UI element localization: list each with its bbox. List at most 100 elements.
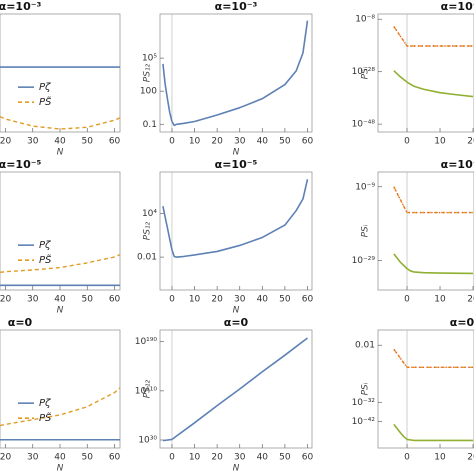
panel-title: α=0 [224, 316, 249, 329]
plot-frame [377, 171, 474, 291]
plot-area [162, 179, 309, 258]
plot-area [162, 337, 308, 442]
x-tick-label: 20 [211, 453, 223, 463]
x-tick-label: 50 [82, 295, 94, 305]
series-line [0, 116, 120, 130]
x-tick-label: 30 [234, 137, 246, 147]
x-tick-label: 20 [0, 453, 11, 463]
y-axis-label: PS₁₂ [143, 379, 153, 398]
x-tick-label: 20 [211, 137, 223, 147]
x-tick-label: 10 [434, 453, 446, 463]
legend-label: PS̃ [39, 253, 52, 266]
x-tick-label: 10 [189, 453, 201, 463]
x-tick-label: 60 [302, 453, 314, 463]
x-axis-label: N [57, 148, 64, 158]
x-tick-label: 40 [257, 137, 269, 147]
y-tick-label: 10¹⁹⁰ [135, 337, 158, 347]
series-line [393, 70, 474, 98]
series-line [393, 26, 474, 47]
x-axis-label: N [233, 464, 240, 474]
plot-area [0, 253, 120, 287]
x-tick-label: 20 [467, 295, 474, 305]
y-tick-label: 10⁻⁸ [355, 15, 375, 25]
x-tick-label: 30 [27, 295, 39, 305]
x-tick-label: 60 [109, 137, 121, 147]
x-tick-label: 40 [54, 137, 66, 147]
x-axis-label: N [57, 464, 64, 474]
series-line [393, 423, 474, 442]
y-tick-label: 10⁻²⁹ [352, 256, 376, 266]
x-axis-label: N [233, 148, 240, 158]
plot-area [0, 66, 120, 130]
series-line [393, 186, 474, 214]
y-tick-label: 10⁴ [142, 209, 157, 219]
plot-frame [159, 171, 313, 291]
x-tick-label: 30 [234, 295, 246, 305]
y-axis-label: PSᵢ [361, 382, 371, 395]
y-tick-label: 10⁻³² [352, 398, 376, 408]
x-tick-label: 20 [467, 453, 474, 463]
x-tick-label: 0 [404, 137, 410, 147]
x-tick-label: 30 [234, 453, 246, 463]
panel-title: α=10⁻³ [0, 0, 42, 13]
y-tick-label: 0.1 [143, 120, 157, 130]
series-line [162, 337, 308, 442]
series-line [393, 348, 474, 369]
x-tick-label: 50 [279, 295, 291, 305]
x-tick-label: 20 [0, 137, 11, 147]
x-tick-label: 0 [404, 295, 410, 305]
plot-frame [0, 171, 121, 291]
y-tick-label: 10⁻⁴² [352, 417, 376, 427]
x-tick-label: 10 [189, 295, 201, 305]
panel-title: α=10⁻⁵ [0, 158, 42, 171]
x-tick-label: 50 [279, 137, 291, 147]
panel-title: α=10⁻⁵ [441, 158, 474, 171]
plot-area [162, 20, 309, 127]
plot-area [393, 348, 474, 442]
x-tick-label: 20 [0, 295, 11, 305]
plot-frame [0, 329, 121, 449]
x-tick-label: 40 [54, 295, 66, 305]
legend-label: Pζ [39, 398, 51, 409]
y-tick-label: 10¹¹⁰ [135, 386, 158, 396]
panel-title: α=0 [450, 316, 474, 329]
series-line [393, 186, 474, 214]
x-tick-label: 10 [434, 295, 446, 305]
x-tick-label: 60 [109, 453, 121, 463]
x-tick-label: 0 [169, 137, 175, 147]
plot-frame [377, 13, 474, 133]
x-tick-label: 50 [82, 137, 94, 147]
y-tick-label: 10⁻²⁸ [352, 67, 376, 77]
x-tick-label: 10 [189, 137, 201, 147]
x-tick-label: 60 [109, 295, 121, 305]
x-tick-label: 40 [257, 295, 269, 305]
legend-label: PS̃ [39, 95, 52, 108]
plot-area [393, 26, 474, 98]
y-tick-label: 0.01 [355, 341, 375, 351]
y-tick-label: 10⁻⁹ [355, 182, 375, 192]
panel-title: α=0 [8, 316, 33, 329]
plot-area [0, 387, 120, 441]
panel-title: α=10⁻⁵ [215, 158, 258, 171]
plot-frame [0, 13, 121, 133]
y-axis-label: PSᵢ [361, 66, 371, 79]
x-tick-label: 10 [434, 137, 446, 147]
legend-label: PS̃ [39, 411, 52, 424]
y-tick-label: 10⁻⁴⁸ [352, 120, 376, 130]
panel-title: α=10⁻³ [215, 0, 258, 13]
x-tick-label: 0 [169, 453, 175, 463]
x-tick-label: 40 [257, 453, 269, 463]
x-tick-label: 0 [404, 453, 410, 463]
plot-area [393, 186, 474, 275]
x-tick-label: 0 [169, 295, 175, 305]
series-line [162, 179, 309, 258]
series-line [393, 253, 474, 275]
x-tick-label: 20 [211, 295, 223, 305]
series-line [0, 387, 120, 427]
y-axis-label: PS₁₂ [143, 221, 153, 240]
y-tick-label: 10⁵ [142, 54, 157, 64]
x-axis-label: N [233, 306, 240, 316]
x-tick-label: 30 [27, 137, 39, 147]
x-tick-label: 60 [302, 137, 314, 147]
